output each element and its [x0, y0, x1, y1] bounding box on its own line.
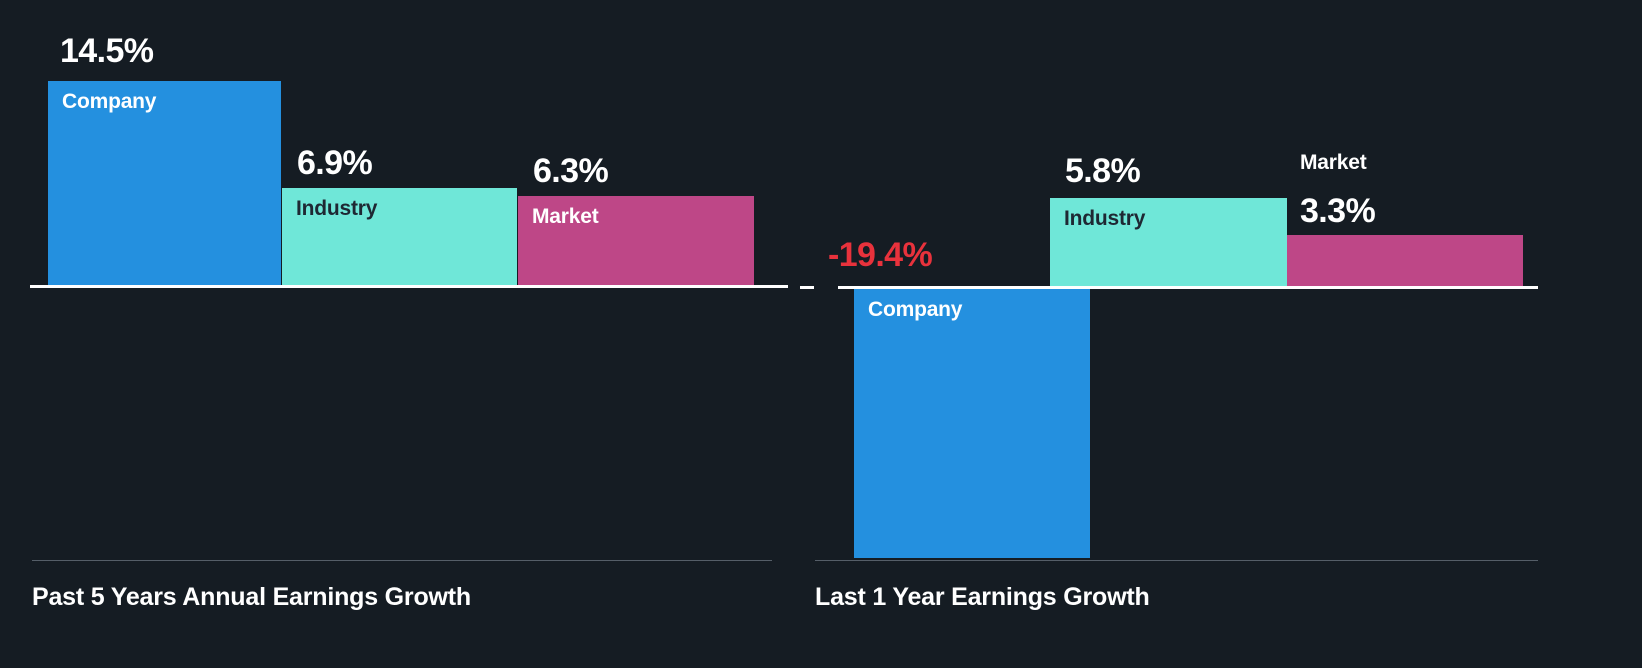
bar-rect-company-left: [48, 81, 281, 285]
value-label-company-right: -19.4%: [828, 236, 933, 274]
bar-label-company-right: Company: [868, 298, 963, 321]
bar-label-market-right: Market: [1300, 151, 1367, 174]
bar-company-past-5-years[interactable]: Company: [48, 81, 281, 285]
value-label-company-left: 14.5%: [60, 32, 154, 70]
bar-industry-past-5-years[interactable]: Industry: [282, 188, 517, 285]
bar-industry-last-1-year[interactable]: Industry: [1050, 198, 1287, 286]
value-label-market-right: 3.3%: [1300, 192, 1376, 230]
bar-rect-industry-left: [282, 188, 517, 285]
chart-title-last-1-year: Last 1 Year Earnings Growth: [815, 583, 1150, 611]
bar-company-last-1-year[interactable]: Company: [854, 289, 1090, 558]
bar-market-last-1-year[interactable]: [1287, 235, 1523, 286]
axis-tick-right: [800, 286, 814, 289]
bar-rect-market-left: [518, 196, 754, 285]
plot-area-right: -19.4% 5.8% Market 3.3% Company Industry: [800, 0, 1642, 668]
bar-label-industry-right: Industry: [1064, 207, 1146, 230]
bar-rect-company-right: [854, 289, 1090, 558]
footer-divider-right: [815, 560, 1538, 561]
bar-label-company-left: Company: [62, 90, 157, 113]
chart-title-past-5-years: Past 5 Years Annual Earnings Growth: [32, 583, 471, 611]
bar-label-market-left: Market: [532, 205, 599, 228]
bar-market-past-5-years[interactable]: Market: [518, 196, 754, 285]
footer-divider-left: [32, 560, 772, 561]
bar-rect-industry-right: [1050, 198, 1287, 286]
baseline-axis-left: [30, 285, 788, 288]
value-label-industry-left: 6.9%: [297, 144, 373, 182]
panel-past-5-years: 14.5% 6.9% 6.3% Company Industry Market …: [0, 0, 800, 668]
bar-rect-market-right: [1287, 235, 1523, 286]
panel-last-1-year: -19.4% 5.8% Market 3.3% Company Industry…: [800, 0, 1642, 668]
baseline-axis-right: [838, 286, 1538, 289]
plot-area-left: 14.5% 6.9% 6.3% Company Industry Market: [0, 0, 800, 668]
value-label-industry-right: 5.8%: [1065, 152, 1141, 190]
value-label-market-left: 6.3%: [533, 152, 609, 190]
bar-label-industry-left: Industry: [296, 197, 378, 220]
